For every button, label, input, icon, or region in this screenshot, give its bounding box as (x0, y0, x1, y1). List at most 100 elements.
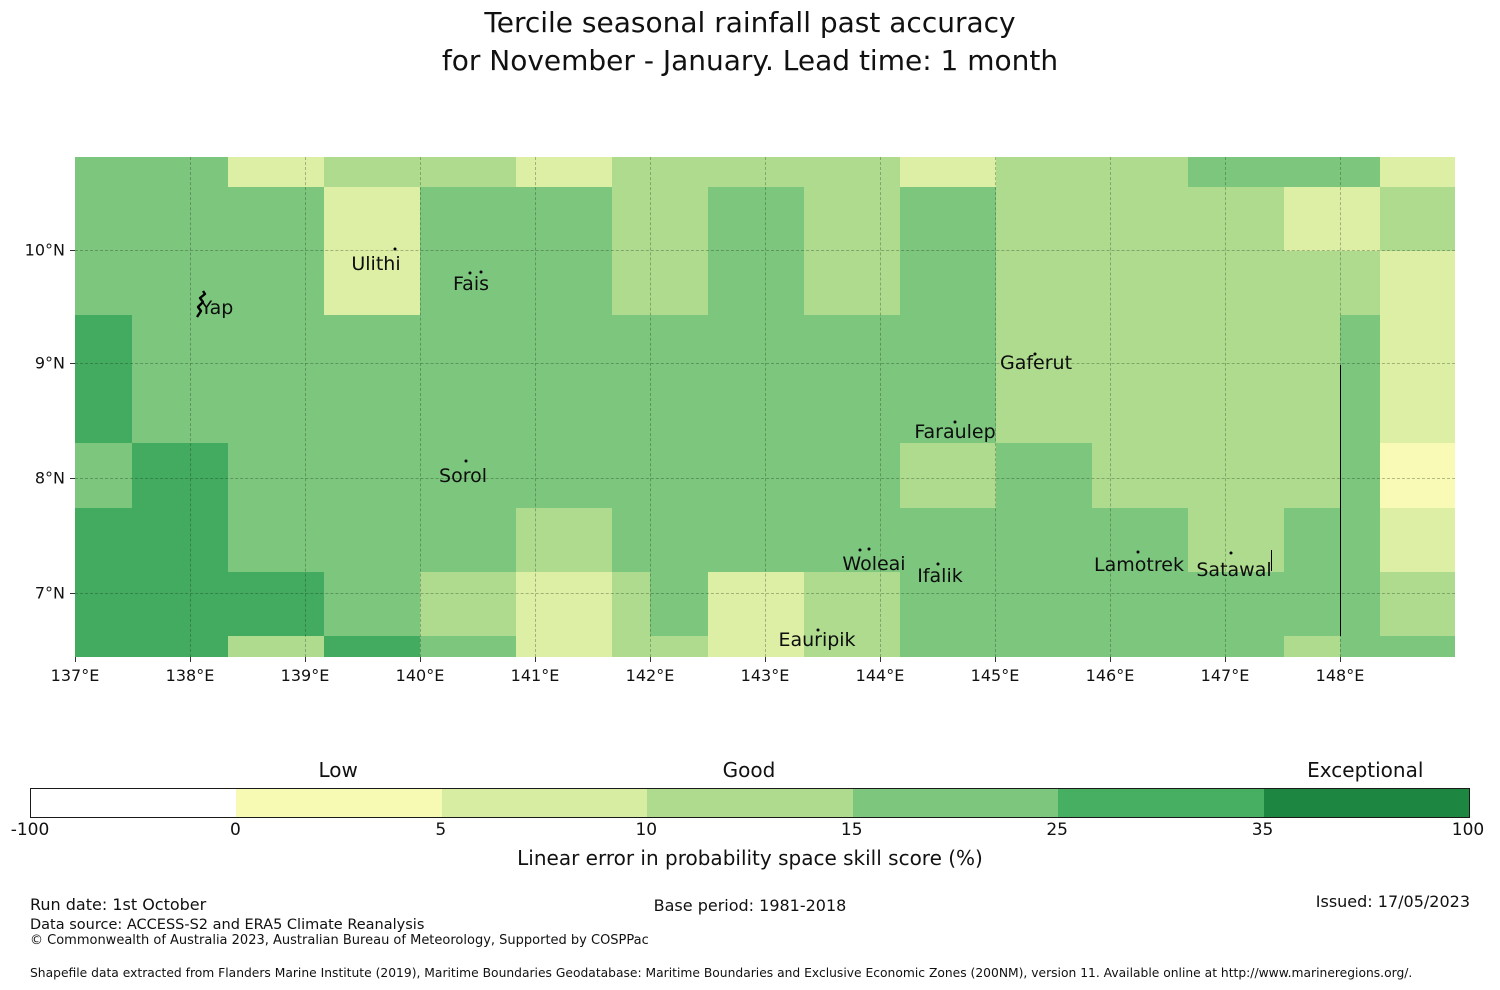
grid-cell (132, 572, 229, 637)
grid-cell (708, 443, 805, 509)
island-marker-dot (1229, 551, 1233, 555)
grid-cell (804, 315, 901, 380)
grid-cell (324, 379, 421, 444)
grid-cell (804, 636, 901, 657)
colorbar-category-label: Good (722, 758, 776, 782)
grid-cell (516, 251, 613, 316)
grid-cell (650, 636, 709, 657)
grid-cell (1340, 508, 1381, 573)
grid-cell (132, 379, 229, 444)
x-tick-mark (995, 657, 996, 662)
island-marker-dot (464, 459, 468, 463)
island-marker-dot (936, 562, 940, 566)
grid-cell (75, 251, 133, 316)
grid-cell (804, 508, 901, 573)
grid-cell (1284, 508, 1341, 573)
grid-cell (1092, 251, 1189, 316)
grid-cell (1092, 315, 1189, 380)
grid-cell (1284, 187, 1341, 252)
island-label: Satawal (1196, 559, 1272, 581)
grid-cell (324, 157, 421, 188)
grid-cell (900, 315, 997, 380)
grid-cell (324, 315, 421, 380)
grid-cell (612, 379, 651, 444)
grid-cell (1188, 443, 1285, 509)
grid-cell (612, 251, 651, 316)
grid-cell (996, 572, 1093, 637)
map-plot-area: Yap Ulithi Fais Sorol Gaferut Faraulep Woleai I… (75, 157, 1455, 657)
grid-cell (516, 636, 613, 657)
island-label: Fais (452, 273, 490, 295)
footer-run-date: Run date: 1st October (30, 895, 207, 914)
x-tick-label: 137°E (50, 666, 100, 685)
grid-cell (996, 508, 1093, 573)
grid-cell (420, 157, 517, 188)
island-shape-yap (194, 289, 214, 319)
grid-cell (612, 508, 651, 573)
grid-cell (228, 187, 325, 252)
grid-cell (324, 636, 421, 657)
grid-cell (650, 251, 709, 316)
grid-cell (132, 157, 229, 188)
grid-cell (1380, 443, 1455, 509)
grid-cell (1092, 379, 1189, 444)
grid-cell (75, 508, 133, 573)
x-tick-mark (765, 657, 766, 662)
chart-title-line1: Tercile seasonal rainfall past accuracy (484, 6, 1016, 39)
grid-cell (1380, 315, 1455, 380)
grid-cell (228, 636, 325, 657)
grid-cell (650, 157, 709, 188)
grid-cell (1188, 636, 1285, 657)
grid-cell (420, 315, 517, 380)
grid-cell (804, 157, 901, 188)
grid-cell (1188, 572, 1285, 637)
grid-cell (612, 157, 651, 188)
grid-cell (1340, 187, 1381, 252)
grid-cell (804, 187, 901, 252)
y-tick-label: 10°N (24, 240, 65, 260)
grid-cell (708, 379, 805, 444)
grid-cell (1380, 508, 1455, 573)
grid-cell (516, 315, 613, 380)
y-tick-mark (70, 478, 75, 479)
y-tick-mark (70, 363, 75, 364)
grid-cell (1380, 251, 1455, 316)
graticule-parallel (75, 593, 1455, 594)
graticule-meridian (650, 157, 651, 657)
colorbar-tick-label: 0 (230, 820, 241, 840)
grid-cell (1340, 251, 1381, 316)
x-tick-mark (305, 657, 306, 662)
grid-cell (1188, 157, 1285, 188)
grid-cell (1284, 636, 1341, 657)
grid-cell (900, 187, 997, 252)
grid-cell (804, 379, 901, 444)
grid-cell (708, 315, 805, 380)
x-tick-mark (75, 657, 76, 662)
grid-cell (708, 187, 805, 252)
grid-cell (1092, 636, 1189, 657)
island-label: Ulithi (351, 253, 401, 275)
grid-cell (228, 315, 325, 380)
grid-cell (650, 508, 709, 573)
x-tick-label: 138°E (165, 666, 215, 685)
grid-cell (420, 251, 517, 316)
grid-cell (900, 572, 997, 637)
graticule-parallel (75, 478, 1455, 479)
island-marker-dot (1033, 352, 1037, 356)
island-marker-dot (479, 270, 483, 274)
island-marker-dot (953, 420, 957, 424)
x-tick-label: 145°E (970, 666, 1020, 685)
grid-cell (1380, 157, 1455, 188)
grid-cell (996, 157, 1093, 188)
grid-cell (228, 572, 325, 637)
grid-cell (1340, 315, 1381, 380)
island-label: Gaferut (999, 352, 1073, 374)
colorbar-axis-label: Linear error in probability space skill … (517, 846, 983, 870)
island-label: Ifalik (917, 565, 963, 587)
maritime-boundary-line (1340, 365, 1341, 636)
grid-cell (650, 187, 709, 252)
grid-cell (996, 187, 1093, 252)
grid-cell (996, 443, 1093, 509)
grid-cell (996, 636, 1093, 657)
grid-cell (75, 572, 133, 637)
